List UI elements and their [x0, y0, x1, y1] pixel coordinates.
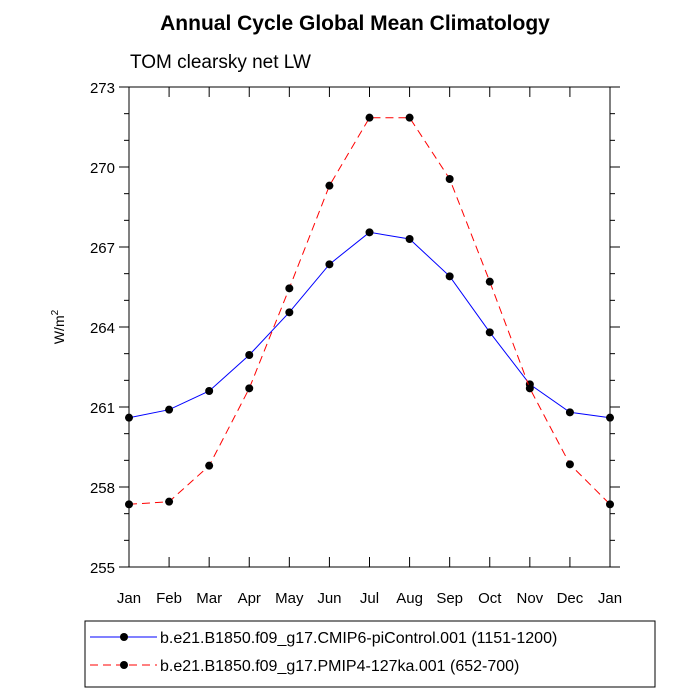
y-axis-label: W/m2	[50, 309, 67, 344]
data-point-series-0	[325, 260, 334, 269]
data-point-series-1	[606, 500, 614, 509]
x-tick-label: Dec	[557, 590, 584, 607]
legend-marker-127ka	[120, 661, 128, 669]
data-point-series-1	[285, 284, 294, 293]
plot-frame	[128, 86, 611, 568]
data-point-series-1	[205, 461, 214, 470]
y-tick-label: 270	[90, 160, 115, 177]
data-point-series-1	[485, 277, 494, 286]
data-point-series-0	[205, 387, 214, 395]
data-point-series-0	[165, 405, 174, 414]
svg-text:W/m2: W/m2	[50, 309, 67, 344]
data-point-series-0	[125, 413, 133, 422]
data-point-series-1	[325, 181, 334, 190]
y-axis-label-exponent: 2	[50, 309, 61, 315]
y-tick-label: 264	[90, 320, 115, 337]
series-line-1	[128, 117, 611, 505]
x-tick-label: Aug	[396, 590, 423, 607]
x-tick-label: Apr	[238, 590, 261, 607]
y-tick-label: 267	[90, 240, 115, 257]
chart-title: Annual Cycle Global Mean Climatology	[160, 12, 550, 35]
data-point-series-0	[365, 228, 374, 237]
legend-marker-piControl	[120, 633, 128, 641]
data-point-series-0	[445, 272, 454, 281]
data-point-series-1	[245, 384, 254, 393]
y-tick-label: 261	[90, 400, 115, 417]
data-point-series-1	[565, 460, 574, 469]
x-tick-label: Jul	[360, 590, 379, 607]
data-point-series-0	[245, 351, 254, 359]
x-tick-label: Feb	[156, 590, 182, 607]
x-tick-label: Jun	[317, 590, 341, 607]
data-point-series-0	[285, 308, 294, 317]
data-point-series-1	[125, 500, 133, 509]
legend-box	[84, 620, 656, 688]
x-tick-label: Jan	[598, 590, 622, 607]
data-point-series-0	[485, 328, 494, 337]
y-tick-label: 255	[90, 560, 115, 577]
data-point-series-0	[405, 235, 414, 243]
y-tick-label: 258	[90, 480, 115, 497]
x-tick-label: Nov	[516, 590, 543, 607]
data-point-series-1	[525, 384, 534, 393]
axes-layer: Jan Feb Mar Apr May Jun Jul Aug Sep Oct Nov Dec Jan2…	[90, 80, 622, 607]
x-tick-label: May	[275, 590, 304, 607]
y-axis-label-text: W/m	[51, 315, 67, 344]
data-point-series-0	[565, 408, 574, 417]
data-point-series-1	[445, 175, 454, 183]
data-point-series-1	[405, 113, 414, 122]
x-tick-label: Mar	[196, 590, 222, 607]
legend: b.e21.B1850.f09_g17.CMIP6-piControl.001 …	[84, 620, 656, 688]
series-line-0	[128, 231, 611, 419]
y-tick-label: 273	[90, 80, 115, 97]
x-tick-label: Sep	[436, 590, 463, 607]
data-point-series-1	[365, 113, 374, 122]
data-point-series-1	[165, 497, 174, 506]
chart-subtitle: TOM clearsky net LW	[130, 52, 311, 73]
x-tick-label: Oct	[478, 590, 502, 607]
data-point-series-0	[606, 413, 614, 422]
legend-label-127ka: b.e21.B1850.f09_g17.PMIP4-127ka.001 (652…	[160, 658, 519, 675]
x-tick-label: Jan	[117, 590, 141, 607]
series-layer	[125, 113, 614, 509]
legend-label-piControl: b.e21.B1850.f09_g17.CMIP6-piControl.001 …	[160, 630, 557, 647]
